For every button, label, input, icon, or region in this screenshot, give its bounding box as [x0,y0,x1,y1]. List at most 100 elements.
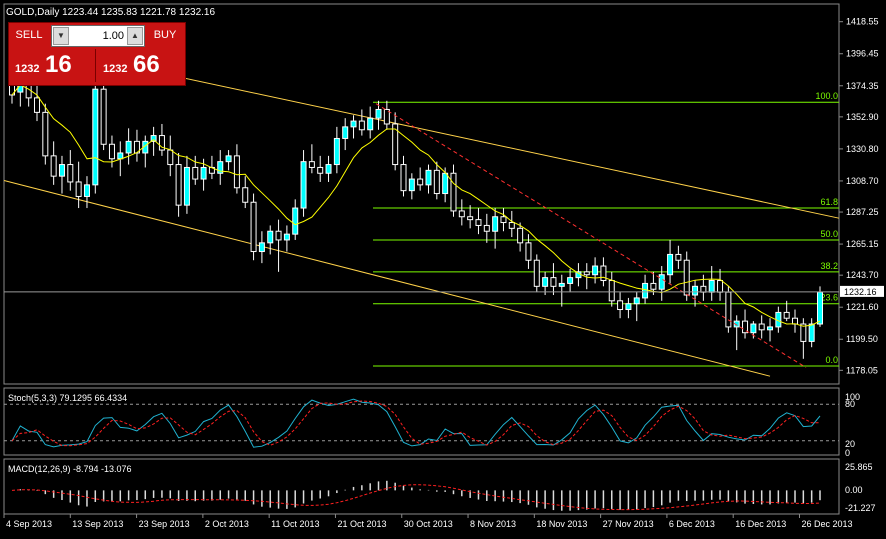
date-axis-label: 21 Oct 2013 [337,519,386,529]
stoch-title: Stoch(5,3,3) 79.1295 66.4334 [8,393,127,403]
candle-body [358,120,365,131]
dashed-trendline[interactable] [375,103,807,368]
stochastic-oscillator [4,398,839,448]
candle-body [700,285,707,293]
candle-body [125,140,132,154]
moving-average-line [11,84,821,327]
fib-level-label: 23.6 [820,293,838,303]
chart-title: GOLD,Daily 1223.44 1235.83 1221.78 1232.… [6,7,215,18]
candle-body [792,317,799,325]
lot-decrease-icon[interactable]: ▼ [53,27,69,45]
candle-body [442,172,449,195]
price-axis-label: 1287.25 [846,207,879,217]
candle-body [392,123,399,166]
candle-body [758,323,765,331]
candle-body [617,300,624,311]
price-axis-label: 1221.60 [846,302,879,312]
candle-body [742,320,749,334]
ask-price-big-figure: 1232 [103,63,128,75]
fib-level-label: 0.0 [825,355,838,365]
candle-body [350,120,357,128]
candle-body [267,230,274,244]
candle-body [242,187,249,203]
candle-body [642,282,649,299]
date-axis-label: 13 Sep 2013 [72,519,123,529]
date-axis-label: 2 Oct 2013 [205,519,249,529]
candle-body [425,169,432,186]
date-axis-label: 16 Dec 2013 [735,519,786,529]
candle-body [783,311,790,319]
candle-body [75,181,82,197]
candle-body [283,233,290,241]
candle-body [325,164,332,174]
date-axis-label: 6 Dec 2013 [669,519,715,529]
bid-price[interactable]: 1232 16 [11,49,96,82]
macd-level-bottom: -21.227 [845,503,876,513]
candle-body [258,242,265,253]
price-axis-label: 1418.55 [846,17,879,27]
candle-body [117,152,124,160]
candle-body [50,155,57,177]
fibonacci-retracement[interactable]: 100.0 61.8 50.0 38.2 23.6 0.0 [373,91,839,367]
channel-upper-line [59,50,840,219]
candle-body [417,178,424,186]
candle-body [225,155,232,163]
candle-body [492,216,499,232]
candle-body [533,259,540,287]
ask-price-pips: 66 [133,51,160,78]
candle-body [58,164,65,177]
candle-body [375,108,382,119]
lot-size-field[interactable]: ▼ 1.00 ▲ [51,25,145,47]
bid-price-big-figure: 1232 [15,63,40,75]
stoch-level-20: 20 [845,439,855,449]
fib-level-label: 61.8 [820,197,838,207]
fib-level-label: 38.2 [820,261,838,271]
candle-body [767,326,774,331]
candle-body [558,282,565,287]
candle-body [333,137,340,166]
candle-body [525,242,532,261]
candle-body [750,323,757,334]
candle-body [183,166,190,206]
date-axis-label: 18 Nov 2013 [536,519,587,529]
price-channel[interactable] [3,50,840,377]
current-price-badge [840,285,884,297]
candle-body [542,277,549,287]
candle-body [367,117,374,131]
sell-button[interactable]: SELL [15,29,43,41]
candle-body [500,216,507,224]
date-axis-label: 4 Sep 2013 [6,519,52,529]
candle-body [408,178,415,192]
candle-body [175,164,182,206]
candle-body [150,135,157,142]
date-axis-label: 11 Oct 2013 [271,519,319,529]
candle-body [342,126,349,139]
price-axis-label: 1396.45 [846,49,879,59]
price-axis-label: 1243.70 [846,270,879,280]
candle-body [275,230,282,241]
candle-body [458,210,465,218]
stoch-signal-line [11,400,820,447]
bid-price-pips: 16 [45,51,72,78]
stoch-level-100: 100 [845,392,860,402]
ma-line [11,84,821,327]
candle-body [583,271,590,276]
candle-body [433,169,440,195]
candle-body [217,161,224,174]
date-axis-label: 30 Oct 2013 [404,519,453,529]
macd-level-top: 25.865 [845,462,873,472]
buy-button[interactable]: BUY [153,29,177,41]
lot-size-value[interactable]: 1.00 [102,30,124,42]
candle-body [800,323,807,342]
candle-body [808,323,815,342]
candle-body [725,291,732,328]
ask-price[interactable]: 1232 66 [99,49,183,82]
candle-body [167,149,174,166]
candle-body [683,259,690,296]
main-pane-border [3,3,840,385]
lot-increase-icon[interactable]: ▲ [127,27,143,45]
date-axis-label: 8 Nov 2013 [470,519,516,529]
macd-pane-border [3,458,840,515]
